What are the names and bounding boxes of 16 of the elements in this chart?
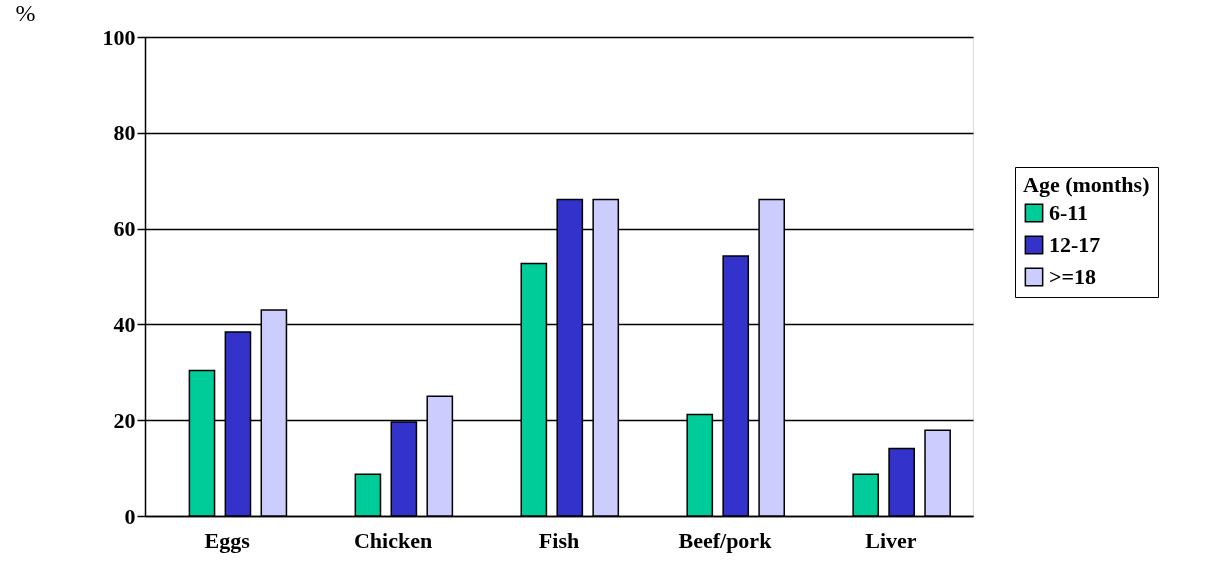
y-tick-label: 80 xyxy=(113,120,136,146)
x-tick-label: Chicken xyxy=(353,527,433,553)
x-tick-label: Liver xyxy=(865,527,917,553)
y-tick-label: 40 xyxy=(113,311,136,337)
x-tick-label: Beef/pork xyxy=(678,527,773,553)
y-tick-label: 20 xyxy=(113,407,136,433)
y-tick-label: 0 xyxy=(124,503,136,529)
y-tick-label: 60 xyxy=(113,216,136,242)
legend-label: 12-17 xyxy=(1049,232,1101,257)
x-tick-label: Eggs xyxy=(204,527,251,553)
legend-label: >=18 xyxy=(1049,264,1097,289)
y-axis-title: % xyxy=(15,0,36,26)
y-tick-label: 100 xyxy=(102,24,136,50)
legend-label: 6-11 xyxy=(1049,200,1089,225)
x-tick-label: Fish xyxy=(538,527,580,553)
legend-title: Age (months) xyxy=(1023,172,1150,197)
